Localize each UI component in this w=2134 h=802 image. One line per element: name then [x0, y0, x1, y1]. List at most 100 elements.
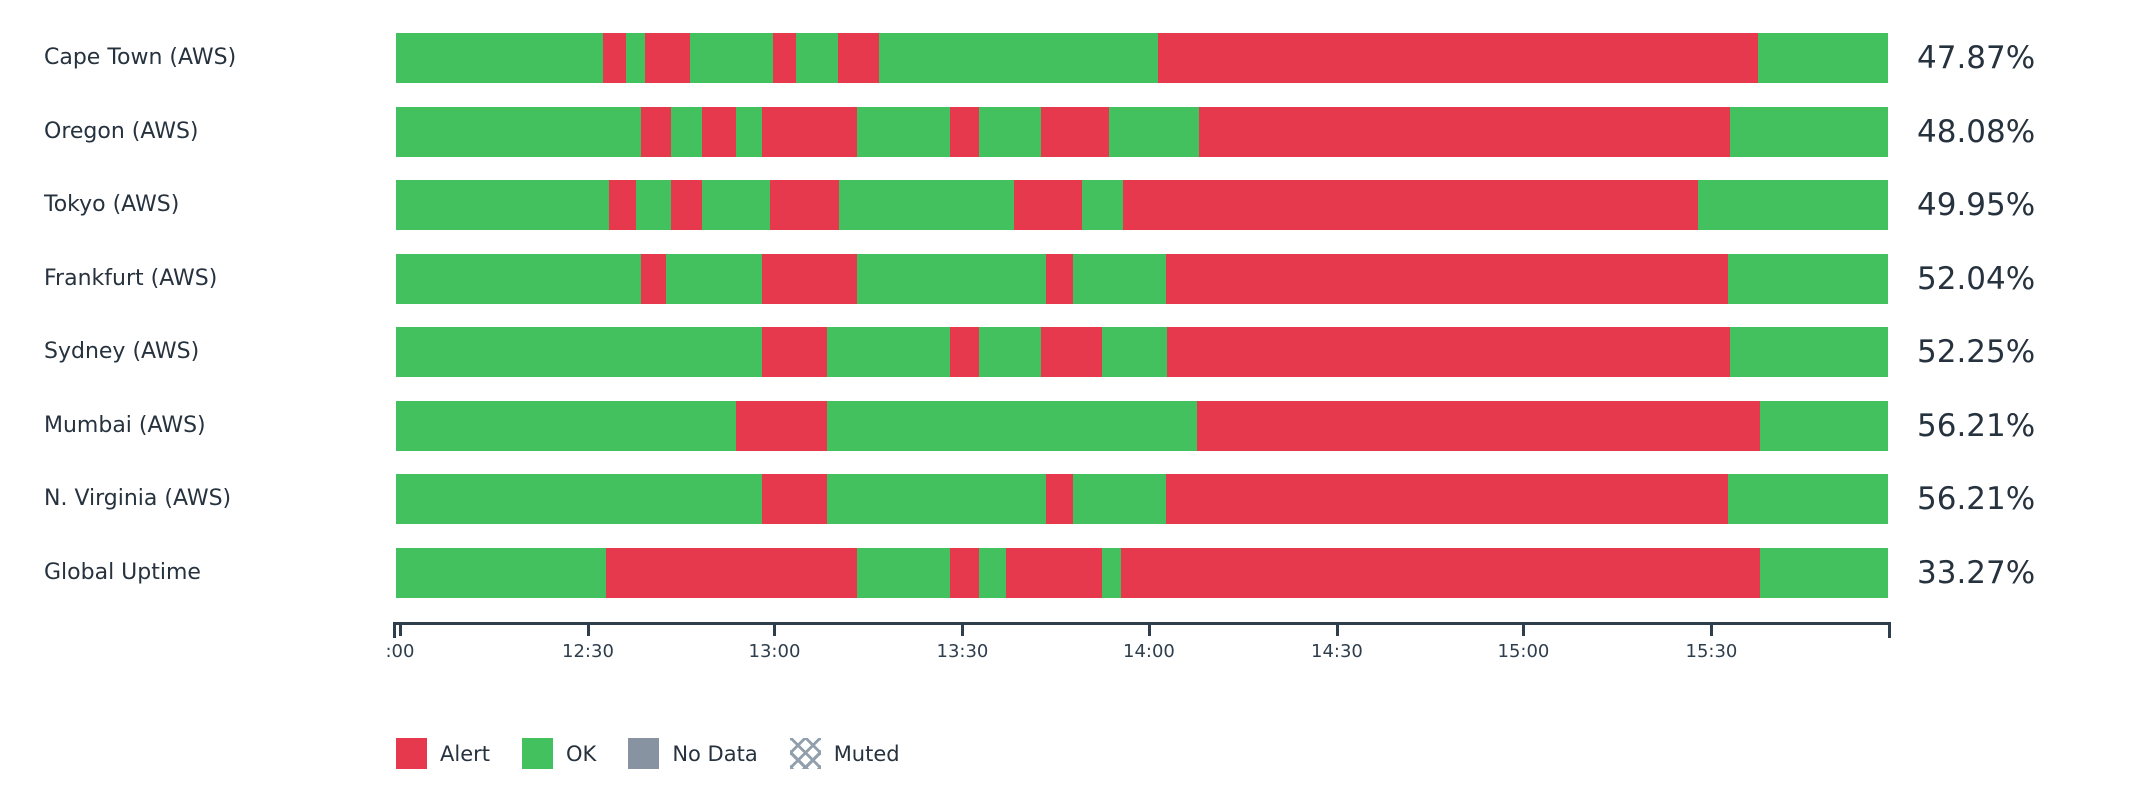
status-segment-ok[interactable]: [736, 106, 762, 157]
status-segment-ok[interactable]: [396, 106, 641, 157]
status-segment-ok[interactable]: [636, 180, 671, 230]
status-segment-alert[interactable]: [761, 253, 858, 304]
status-segment-alert[interactable]: [1040, 106, 1110, 157]
status-segment-ok[interactable]: [666, 253, 762, 304]
status-segment-alert[interactable]: [761, 474, 828, 524]
legend-swatch-muted-icon: [789, 738, 821, 769]
status-segment-ok[interactable]: [827, 474, 1047, 524]
axis-tick-label: :00: [385, 641, 415, 662]
status-segment-alert[interactable]: [606, 547, 857, 598]
status-segment-ok[interactable]: [827, 400, 1198, 451]
status-segment-alert[interactable]: [773, 33, 796, 83]
status-segment-alert[interactable]: [949, 327, 980, 377]
status-segment-alert[interactable]: [640, 106, 671, 157]
status-segment-alert[interactable]: [609, 180, 637, 230]
status-segment-ok[interactable]: [827, 327, 950, 377]
status-segment-alert[interactable]: [1165, 474, 1729, 524]
status-segment-ok[interactable]: [396, 474, 762, 524]
status-segment-ok[interactable]: [396, 400, 737, 451]
status-segment-alert[interactable]: [1040, 327, 1102, 377]
status-row: Mumbai (AWS) 56.21%: [0, 400, 2134, 451]
legend-item-no-data[interactable]: No Data: [628, 738, 758, 769]
status-segment-ok[interactable]: [396, 547, 607, 598]
status-segment-alert[interactable]: [640, 253, 667, 304]
status-segment-alert[interactable]: [1165, 253, 1729, 304]
axis-end-tick: [393, 622, 396, 638]
status-segment-alert[interactable]: [1158, 33, 1759, 83]
status-segment-ok[interactable]: [625, 33, 646, 83]
status-segment-ok[interactable]: [839, 180, 1014, 230]
status-segment-alert[interactable]: [1167, 327, 1730, 377]
status-segment-ok[interactable]: [1728, 253, 1888, 304]
status-segment-ok[interactable]: [396, 33, 604, 83]
legend-item-muted[interactable]: Muted: [789, 738, 900, 769]
status-segment-alert[interactable]: [670, 180, 702, 230]
status-segment-alert[interactable]: [1197, 400, 1760, 451]
status-segment-alert[interactable]: [761, 106, 857, 157]
status-segment-ok[interactable]: [1759, 547, 1888, 598]
status-segment-alert[interactable]: [1198, 106, 1730, 157]
status-segment-alert[interactable]: [949, 547, 980, 598]
status-row: Oregon (AWS) 48.08%: [0, 106, 2134, 157]
axis-tick: [1710, 625, 1714, 636]
status-segment-ok[interactable]: [1759, 400, 1888, 451]
status-segment-alert[interactable]: [949, 106, 980, 157]
status-segment-ok[interactable]: [979, 327, 1041, 377]
status-segment-alert[interactable]: [603, 33, 626, 83]
status-segment-alert[interactable]: [701, 106, 737, 157]
axis-tick: [773, 625, 777, 636]
status-segment-ok[interactable]: [1101, 327, 1168, 377]
status-segment-ok[interactable]: [670, 106, 702, 157]
status-segment-ok[interactable]: [857, 253, 1047, 304]
status-segment-alert[interactable]: [1006, 547, 1102, 598]
status-bar: [396, 180, 1888, 230]
status-segment-alert[interactable]: [1122, 180, 1699, 230]
uptime-percentage: 48.08%: [1917, 113, 2036, 150]
region-label: Frankfurt (AWS): [44, 265, 218, 291]
status-segment-ok[interactable]: [857, 547, 950, 598]
status-segment-ok[interactable]: [396, 253, 641, 304]
status-segment-alert[interactable]: [645, 33, 690, 83]
status-segment-alert[interactable]: [1046, 253, 1074, 304]
status-segment-ok[interactable]: [1082, 180, 1123, 230]
status-segment-alert[interactable]: [761, 327, 828, 377]
status-segment-ok[interactable]: [1109, 106, 1199, 157]
legend-item-alert[interactable]: Alert: [396, 738, 490, 769]
legend-item-ok[interactable]: OK: [522, 738, 596, 769]
status-segment-alert[interactable]: [1013, 180, 1083, 230]
status-segment-ok[interactable]: [1698, 180, 1888, 230]
status-segment-ok[interactable]: [396, 327, 762, 377]
axis-tick: [961, 625, 965, 636]
status-segment-ok[interactable]: [795, 33, 838, 83]
status-segment-ok[interactable]: [689, 33, 774, 83]
legend-item-label: Alert: [440, 741, 490, 766]
status-segment-ok[interactable]: [1101, 547, 1122, 598]
status-segment-alert[interactable]: [770, 180, 840, 230]
status-segment-ok[interactable]: [701, 180, 771, 230]
legend-item-label: OK: [566, 741, 597, 766]
status-segment-ok[interactable]: [1728, 474, 1888, 524]
status-segment-alert[interactable]: [1121, 547, 1760, 598]
status-segment-ok[interactable]: [857, 106, 950, 157]
status-segment-ok[interactable]: [1073, 474, 1166, 524]
region-label: Oregon (AWS): [44, 118, 199, 144]
status-segment-ok[interactable]: [979, 547, 1007, 598]
time-axis: :00 12:30 13:00 13:30 14:00 14:30 15:00 15:30: [385, 615, 1891, 675]
status-segment-ok[interactable]: [1729, 106, 1888, 157]
status-segment-ok[interactable]: [396, 180, 610, 230]
region-label: Mumbai (AWS): [44, 412, 206, 438]
uptime-percentage: 47.87%: [1917, 40, 2036, 76]
axis-tick-label: 14:00: [1123, 641, 1175, 662]
status-segment-ok[interactable]: [1758, 33, 1888, 83]
uptime-percentage: 52.04%: [1917, 260, 2036, 297]
status-segment-alert[interactable]: [837, 33, 880, 83]
legend-swatch-alert-icon: [396, 738, 427, 769]
region-label: Global Uptime: [44, 559, 201, 585]
status-segment-ok[interactable]: [1073, 253, 1166, 304]
status-segment-ok[interactable]: [979, 106, 1041, 157]
status-segment-ok[interactable]: [879, 33, 1159, 83]
status-segment-alert[interactable]: [736, 400, 828, 451]
status-segment-ok[interactable]: [1729, 327, 1888, 377]
status-row: N. Virginia (AWS) 56.21%: [0, 474, 2134, 524]
status-segment-alert[interactable]: [1046, 474, 1074, 524]
